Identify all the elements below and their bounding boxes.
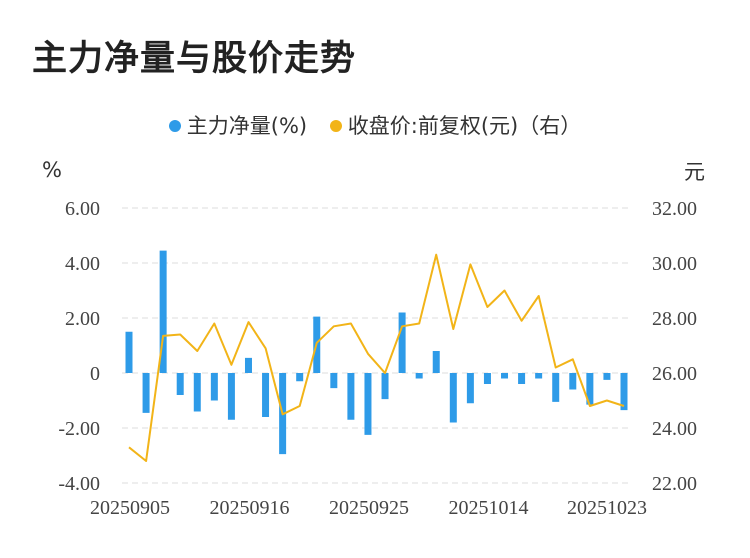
chart-title: 主力净量与股价走势 bbox=[32, 39, 357, 79]
left-tick-label: 4.00 bbox=[65, 253, 100, 275]
x-tick-label: 20251023 bbox=[567, 497, 647, 519]
legend-bar-swatch bbox=[168, 120, 181, 132]
bar-main-net bbox=[483, 373, 491, 384]
x-tick-label: 20250925 bbox=[329, 497, 409, 519]
bar-main-net bbox=[262, 373, 270, 417]
bar-main-net bbox=[603, 373, 611, 380]
bar-main-net bbox=[347, 373, 355, 420]
right-tick-label: 30.00 bbox=[652, 253, 697, 275]
bar-main-net bbox=[535, 373, 543, 379]
line-close-price bbox=[128, 253, 625, 462]
bar-main-net bbox=[552, 373, 560, 402]
bar-main-net bbox=[501, 373, 509, 379]
left-tick-label: 2.00 bbox=[65, 308, 100, 330]
bar-main-net bbox=[381, 373, 389, 400]
left-tick-label: 0 bbox=[90, 363, 100, 385]
left-tick-label: -4.00 bbox=[58, 473, 100, 495]
bar-main-net bbox=[518, 373, 526, 384]
bar-main-net bbox=[466, 373, 474, 404]
legend-line-swatch bbox=[329, 120, 342, 132]
right-tick-label: 28.00 bbox=[652, 308, 697, 330]
left-axis-unit: % bbox=[42, 158, 62, 182]
right-tick-label: 26.00 bbox=[652, 363, 697, 385]
bar-main-net bbox=[364, 373, 372, 435]
bar-main-net bbox=[330, 373, 338, 389]
x-tick-label: 20250916 bbox=[210, 497, 290, 519]
bar-main-net bbox=[125, 331, 133, 373]
bar-main-net bbox=[432, 351, 440, 373]
bar-main-net bbox=[398, 312, 406, 373]
bar-main-net bbox=[296, 373, 304, 382]
bar-main-net bbox=[415, 373, 423, 379]
bar-main-net bbox=[159, 250, 167, 373]
legend-item-close-price[interactable]: 收盘价:前复权(元)（右） bbox=[329, 110, 582, 140]
bar-main-net bbox=[193, 373, 201, 412]
legend-item-main-net[interactable]: 主力净量(%) bbox=[168, 110, 308, 140]
right-axis-unit: 元 bbox=[684, 160, 705, 184]
bar-main-net bbox=[244, 357, 252, 373]
left-tick-label: 6.00 bbox=[65, 198, 100, 220]
bar-main-net bbox=[586, 373, 594, 405]
x-tick-label: 20251014 bbox=[449, 497, 529, 519]
bar-main-net bbox=[449, 373, 457, 423]
right-tick-label: 22.00 bbox=[652, 473, 697, 495]
bar-main-net bbox=[620, 373, 628, 411]
legend: 主力净量(%) 收盘价:前复权(元)（右） bbox=[0, 110, 750, 140]
left-tick-label: -2.00 bbox=[58, 418, 100, 440]
right-tick-label: 32.00 bbox=[652, 198, 697, 220]
bar-main-net bbox=[210, 373, 218, 401]
legend-label-main-net: 主力净量(%) bbox=[186, 114, 308, 138]
legend-label-close-price: 收盘价:前复权(元)（右） bbox=[347, 114, 582, 138]
x-tick-label: 20250905 bbox=[90, 497, 170, 519]
bar-main-net bbox=[142, 373, 150, 413]
right-tick-label: 24.00 bbox=[652, 418, 697, 440]
bar-main-net bbox=[569, 373, 577, 390]
bar-main-net bbox=[176, 373, 184, 395]
bar-main-net bbox=[227, 373, 235, 420]
